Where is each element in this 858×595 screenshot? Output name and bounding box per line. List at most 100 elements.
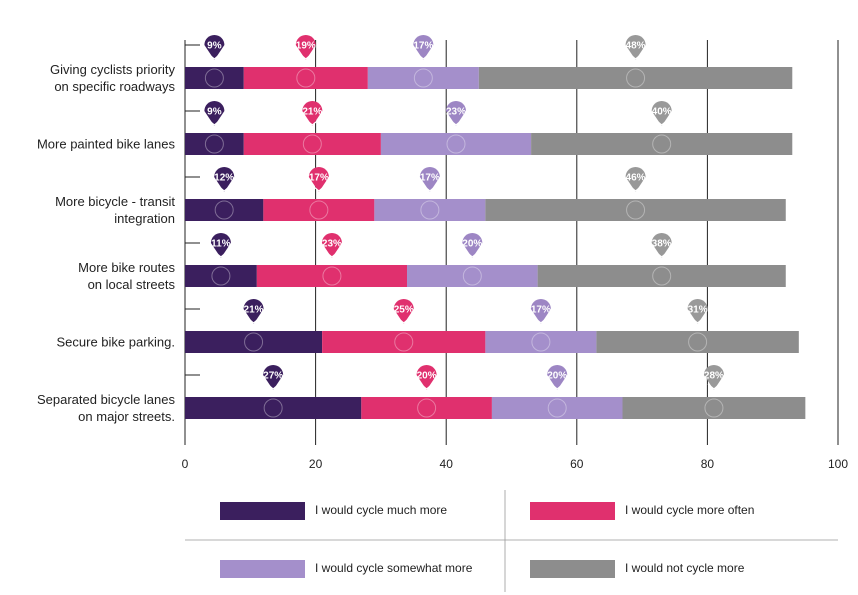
label-pin xyxy=(214,167,235,192)
value-label: 12% xyxy=(214,173,234,184)
x-tick-label: 40 xyxy=(440,457,454,471)
value-label: 27% xyxy=(263,371,283,382)
bar-segment xyxy=(185,133,244,155)
wheel-decor xyxy=(214,200,234,220)
wheel-decor xyxy=(626,200,646,220)
bar-segment xyxy=(537,265,786,287)
value-label: 17% xyxy=(413,41,433,52)
x-tick-label: 100 xyxy=(828,457,848,471)
wheel-decor xyxy=(204,134,224,154)
label-pin xyxy=(419,167,440,192)
wheel-decor xyxy=(462,266,482,286)
value-label: 17% xyxy=(309,173,329,184)
label-pin xyxy=(445,101,466,126)
value-label: 20% xyxy=(462,239,482,250)
pin-chevron xyxy=(420,383,433,390)
pin-chevron xyxy=(325,251,339,258)
bar-segment xyxy=(531,133,793,155)
label-pin xyxy=(204,35,225,60)
label-pin xyxy=(651,101,672,126)
label-pin xyxy=(547,365,568,390)
x-tick-label: 80 xyxy=(701,457,715,471)
pin-chevron xyxy=(266,383,280,390)
pin-chevron xyxy=(217,185,231,192)
pin-chevron xyxy=(312,185,326,192)
legend-label: I would cycle much more xyxy=(315,503,447,517)
wheel-decor xyxy=(322,266,342,286)
legend-swatch xyxy=(530,560,615,578)
pin-chevron xyxy=(423,185,437,192)
pin-chevron xyxy=(214,251,228,258)
wheel-decor xyxy=(204,68,224,88)
wheel-decor xyxy=(531,332,551,352)
label-pin xyxy=(530,299,551,324)
pin-chevron xyxy=(534,317,548,324)
value-label: 20% xyxy=(417,371,437,382)
value-label: 17% xyxy=(420,173,440,184)
bar-segment xyxy=(374,199,486,221)
value-label: 21% xyxy=(244,305,264,316)
bar-segment xyxy=(622,397,806,419)
bar-segment xyxy=(596,331,799,353)
value-label: 48% xyxy=(626,41,646,52)
bar-segment xyxy=(185,265,257,287)
wheel-decor xyxy=(704,398,724,418)
value-label: 17% xyxy=(531,305,551,316)
bar-segment xyxy=(263,199,375,221)
bar-segment xyxy=(243,67,368,89)
bar-segment xyxy=(185,397,362,419)
wheel-decor xyxy=(413,68,433,88)
value-label: 9% xyxy=(207,107,222,118)
wheel-decor xyxy=(547,398,567,418)
bar-segment xyxy=(256,265,408,287)
wheel-decor xyxy=(296,68,316,88)
label-pin xyxy=(687,299,708,324)
category-label: Secure bike parking. xyxy=(56,334,175,350)
label-pin xyxy=(243,299,264,324)
value-label: 31% xyxy=(688,305,708,316)
wheel-decor xyxy=(211,266,231,286)
wheel-decor xyxy=(244,332,264,352)
pin-chevron xyxy=(691,317,704,324)
label-pin xyxy=(462,233,483,258)
label-pin xyxy=(210,233,231,258)
label-pin xyxy=(393,299,414,324)
legend-label: I would cycle more often xyxy=(625,503,754,517)
value-label: 23% xyxy=(322,239,342,250)
bar-segment xyxy=(491,397,623,419)
wheel-decor xyxy=(688,332,708,352)
value-label: 25% xyxy=(394,305,414,316)
legend-label: I would not cycle more xyxy=(625,561,745,575)
bar-segment xyxy=(185,199,264,221)
wheel-decor xyxy=(309,200,329,220)
bar-segment xyxy=(185,331,323,353)
bar-segment xyxy=(367,67,479,89)
value-label: 9% xyxy=(207,41,222,52)
label-pin xyxy=(651,233,672,258)
bar-segment xyxy=(322,331,486,353)
value-label: 21% xyxy=(302,107,322,118)
value-label: 19% xyxy=(296,41,316,52)
value-label: 23% xyxy=(446,107,466,118)
category-label: Giving cyclists priority on specific roa… xyxy=(50,62,175,94)
bar-segment xyxy=(243,133,381,155)
legend-swatch xyxy=(220,560,305,578)
bar-segment xyxy=(485,331,597,353)
label-pin xyxy=(295,35,316,60)
pin-chevron xyxy=(449,119,463,126)
value-label: 28% xyxy=(704,371,724,382)
x-tick-label: 0 xyxy=(182,457,189,471)
pin-chevron xyxy=(305,119,319,126)
category-label: More bicycle - transit integration xyxy=(55,194,175,226)
legend-label: I would cycle somewhat more xyxy=(315,561,473,575)
pin-chevron xyxy=(629,53,642,60)
bar-segment xyxy=(485,199,786,221)
pin-chevron xyxy=(550,383,564,390)
label-pin xyxy=(416,365,437,390)
wheel-decor xyxy=(302,134,322,154)
pin-chevron xyxy=(299,53,313,60)
pin-chevron xyxy=(247,317,260,324)
label-pin xyxy=(413,35,434,60)
